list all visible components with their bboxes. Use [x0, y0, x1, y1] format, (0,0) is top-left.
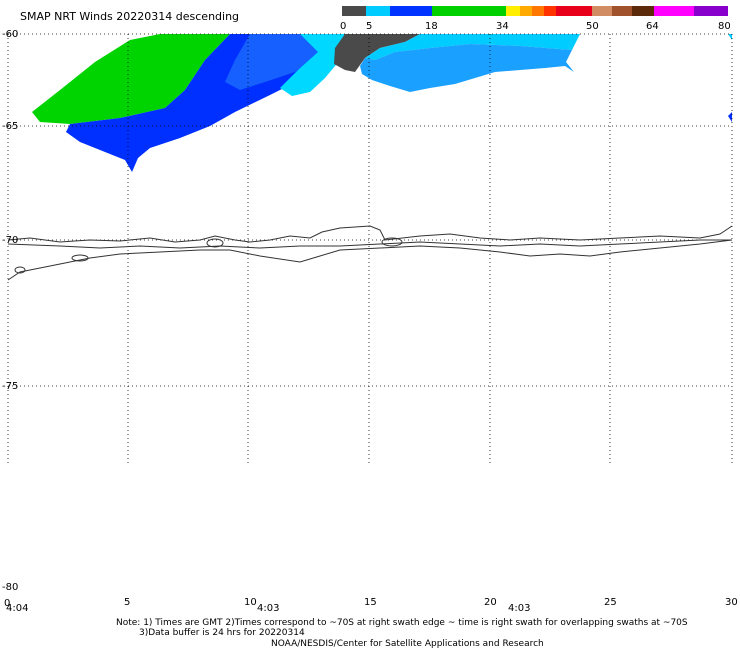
coastline-island-3 [206, 238, 224, 248]
colorbar-label-34: 34 [496, 21, 509, 32]
wind-region-cyan-top [365, 34, 580, 60]
note-line-3: NOAA/NESDIS/Center for Satellite Applica… [271, 639, 544, 649]
x-label-20: 20 [484, 597, 497, 608]
colorbar-seg-tan [592, 6, 612, 16]
note-line-1: Note: 1) Times are GMT 2)Times correspon… [116, 618, 688, 628]
colorbar-seg-red-orange [544, 6, 556, 16]
colorbar-seg-magenta [654, 6, 694, 16]
colorbar-label-0: 0 [340, 21, 346, 32]
coastline-island-1 [14, 266, 26, 274]
y-axis: -60 -65 -70 -75 -80 [2, 29, 18, 593]
coastline-upper-shelf [7, 239, 732, 249]
wind-region-calm [334, 34, 420, 72]
colorbar-seg-orange [532, 6, 544, 16]
coastline-island-4 [381, 237, 403, 247]
colorbar-seg-sienna [612, 6, 632, 16]
x-label-0: 0 [4, 598, 10, 609]
wind-region-medium-blue [225, 34, 320, 90]
y-label-80: -80 [2, 582, 18, 593]
time-label-right: 4:03 [508, 603, 530, 614]
map-title: SMAP NRT Winds 20220314 descending [20, 10, 239, 23]
wind-swath [32, 34, 732, 172]
coastline-ice-shelf [7, 225, 733, 243]
x-label-10: 10 [244, 597, 257, 608]
coastline [7, 225, 733, 281]
colorbar-seg-yellow [506, 6, 520, 16]
colorbar-label-80: 80 [718, 21, 731, 32]
colorbar-label-50: 50 [586, 21, 599, 32]
wind-region-light-blue [360, 44, 574, 92]
colorbar-label-64: 64 [646, 21, 659, 32]
colorbar-seg-calm [342, 6, 366, 16]
colorbar: 0 5 18 34 50 64 80 [340, 6, 731, 32]
wind-region-cyan-left [280, 34, 345, 96]
colorbar-seg-brown [632, 6, 654, 16]
wind-region-edge-cyan [728, 34, 732, 40]
colorbar-seg-orange-light [520, 6, 532, 16]
coastline-island-2 [71, 254, 89, 262]
coastline-lower [7, 239, 733, 281]
colorbar-seg-blue [390, 6, 432, 16]
y-label-70: -70 [2, 235, 18, 246]
footer-notes: Note: 1) Times are GMT 2)Times correspon… [116, 618, 688, 649]
colorbar-label-18: 18 [425, 21, 438, 32]
colorbar-seg-red [556, 6, 592, 16]
wind-region-green [32, 34, 230, 124]
colorbar-seg-green [432, 6, 506, 16]
x-axis: 0 5 10 15 20 25 30 4:04 4:03 4:03 [4, 597, 738, 614]
x-label-5: 5 [124, 597, 130, 608]
time-label-mid: 4:03 [257, 603, 279, 614]
time-label-left: 4:04 [6, 603, 28, 614]
y-label-60: -60 [2, 29, 18, 40]
wind-region-edge-blue [728, 112, 732, 122]
x-label-25: 25 [604, 597, 617, 608]
x-label-15: 15 [364, 597, 377, 608]
colorbar-label-5: 5 [366, 21, 372, 32]
note-line-2: 3)Data buffer is 24 hrs for 20220314 [139, 628, 305, 638]
y-label-75: -75 [2, 381, 18, 392]
colorbar-seg-purple [694, 6, 728, 16]
y-label-65: -65 [2, 121, 18, 132]
x-label-30: 30 [725, 597, 738, 608]
